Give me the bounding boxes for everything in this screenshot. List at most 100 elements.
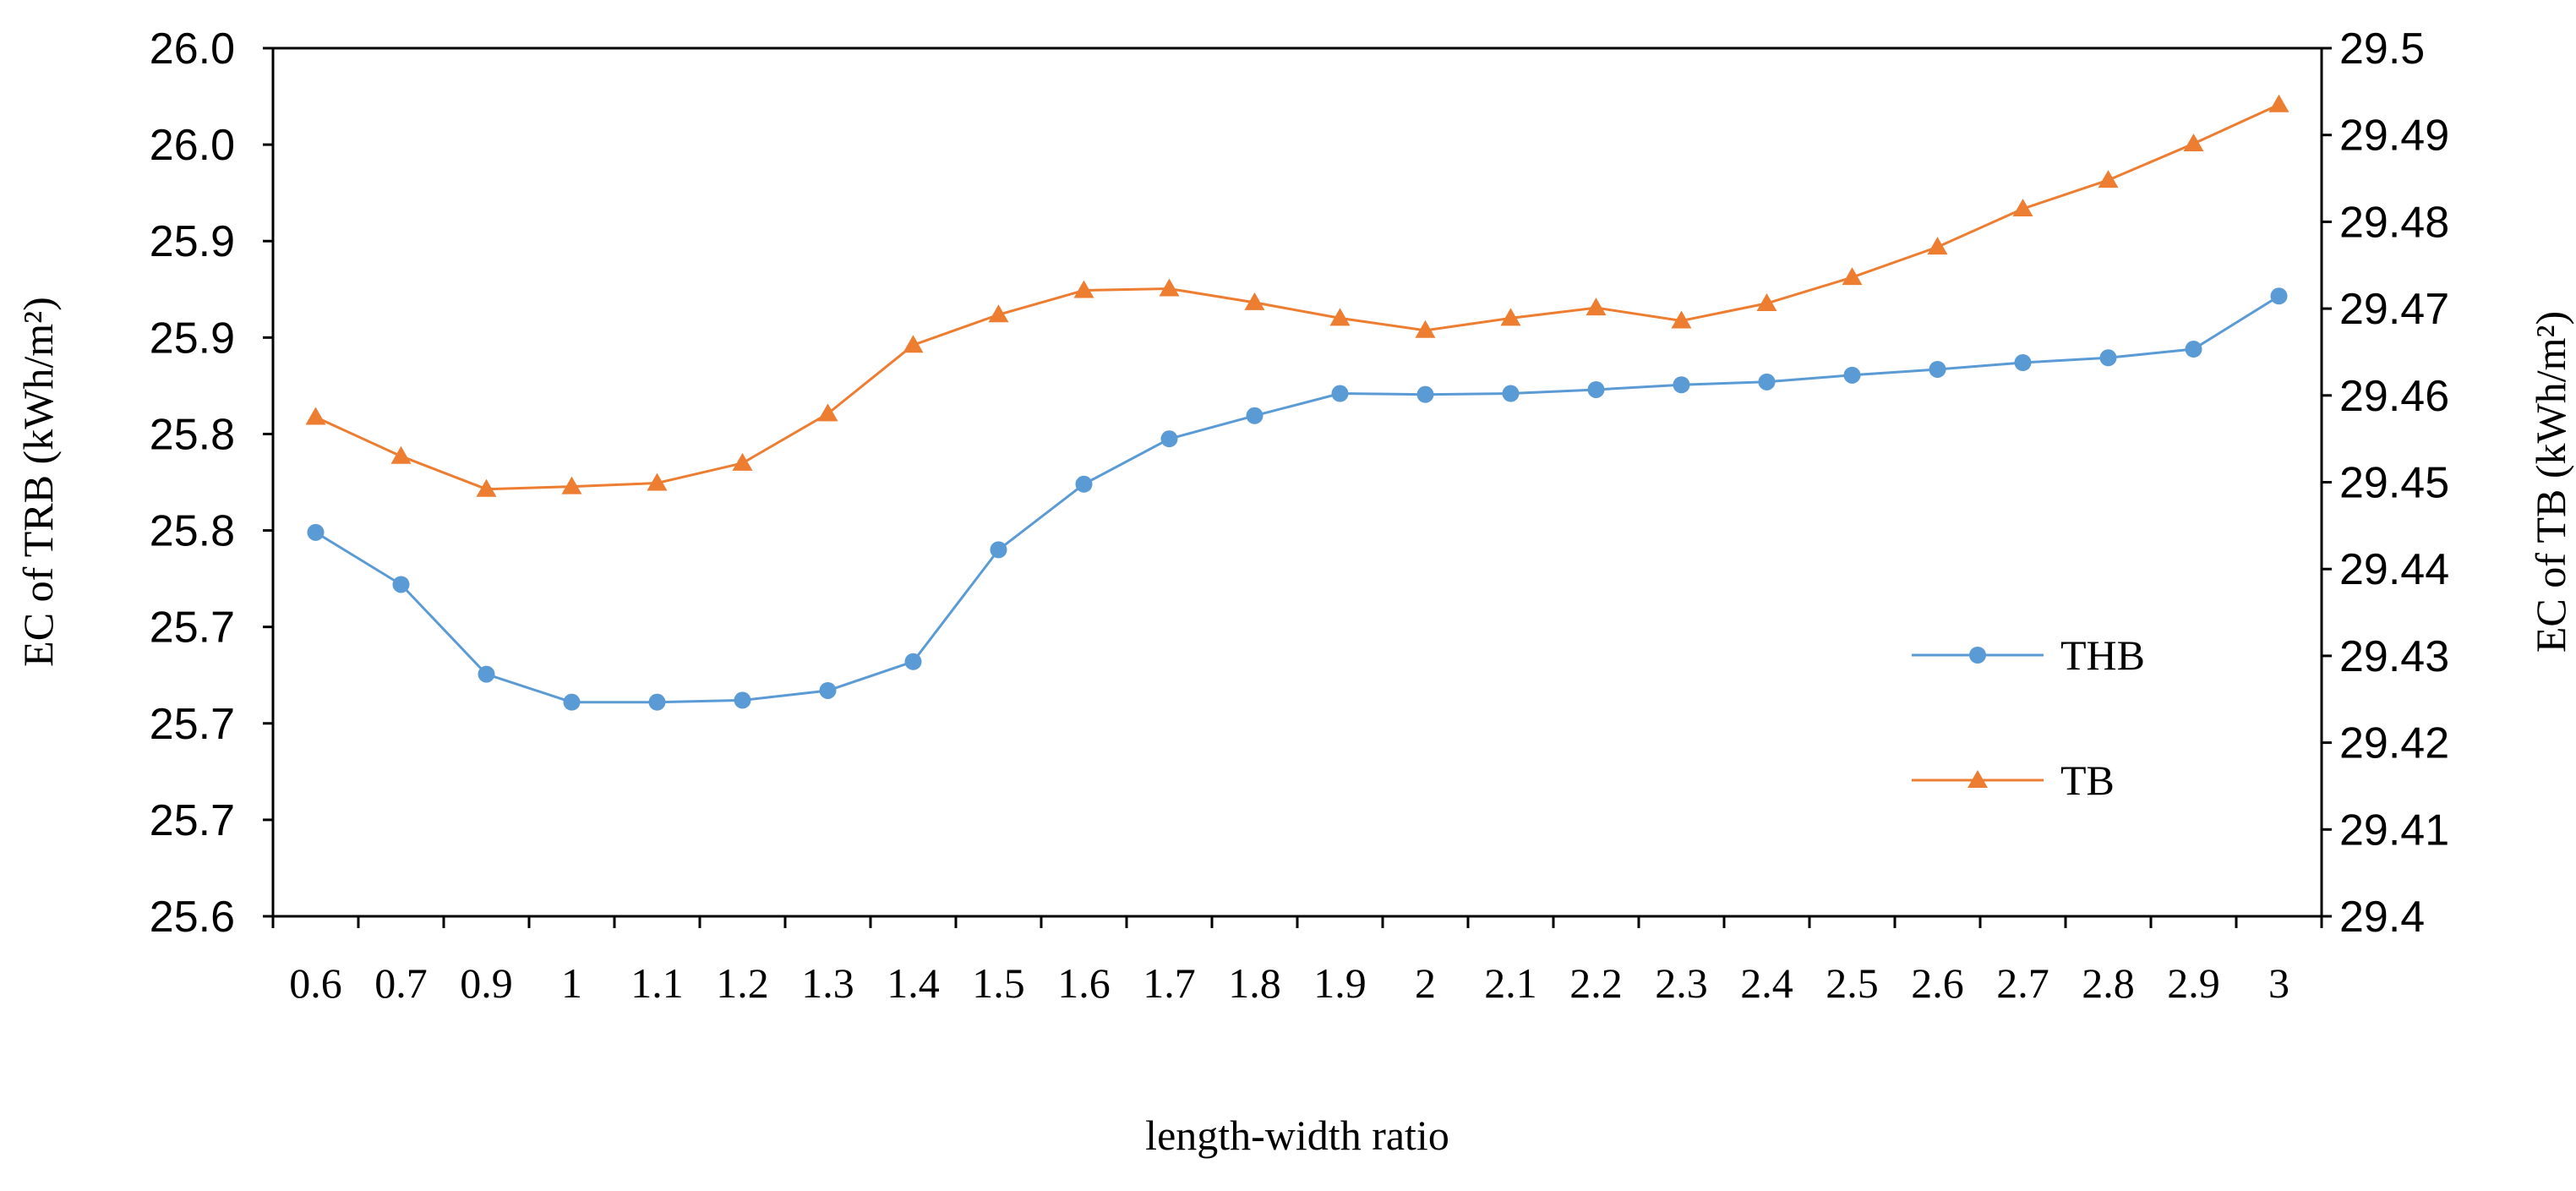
data-point-tb [2098, 170, 2119, 188]
data-point-tb [1415, 320, 1436, 338]
data-point-thb [563, 693, 581, 711]
data-point-thb [1075, 475, 1093, 493]
legend-marker-thb [1969, 647, 1986, 664]
data-point-thb [904, 653, 922, 670]
left-tick-label: 25.7 [150, 796, 235, 845]
x-tick-label: 1.6 [1057, 959, 1111, 1007]
data-point-thb [2014, 354, 2032, 372]
data-point-tb [561, 476, 582, 494]
x-tick-label: 2.5 [1826, 959, 1879, 1007]
x-tick-label: 1.9 [1313, 959, 1367, 1007]
data-point-tb [390, 445, 412, 464]
x-tick-label: 2.2 [1569, 959, 1623, 1007]
x-axis-title: length-width ratio [1145, 1112, 1449, 1159]
left-tick-label: 25.6 [150, 893, 235, 942]
data-point-thb [2099, 349, 2117, 367]
data-point-tb [903, 335, 924, 353]
data-point-tb [1756, 292, 1777, 311]
x-tick-label: 2.3 [1655, 959, 1708, 1007]
left-tick-label: 25.8 [150, 410, 235, 459]
left-tick-label: 25.7 [150, 700, 235, 749]
data-point-tb [1500, 308, 1521, 326]
data-point-thb [2270, 287, 2288, 305]
data-point-thb [1160, 430, 1178, 448]
x-axis-ticks: 0.6 0.7 0.9 1 1.1 1.2 1.3 1.4 1.5 1.6 1.7 1.8 1.9 2 2.… [271, 916, 2323, 1007]
x-tick-label: 2.8 [2082, 959, 2135, 1007]
left-tick-label: 25.8 [150, 507, 235, 556]
series-layer [305, 94, 2289, 711]
plot-area-frame [271, 46, 2323, 918]
legend-marker-tb [1967, 770, 1988, 788]
data-point-thb [1843, 366, 1861, 384]
x-tick-label: 1 [561, 959, 582, 1007]
legend-label-tb: TB [2060, 757, 2115, 804]
left-tick-label: 25.9 [150, 217, 235, 266]
left-tick-label: 25.9 [150, 314, 235, 363]
data-point-tb [647, 473, 668, 491]
x-tick-label: 1.3 [801, 959, 854, 1007]
right-tick-label: 29.41 [2339, 806, 2449, 855]
x-tick-label: 0.9 [460, 959, 513, 1007]
x-tick-label: 1.5 [972, 959, 1025, 1007]
x-tick-label: 1.1 [630, 959, 684, 1007]
legend-label-thb: THB [2060, 631, 2145, 679]
right-tick-label: 29.5 [2339, 25, 2425, 74]
data-point-tb [1671, 310, 1692, 329]
left-tick-label: 26.0 [150, 121, 235, 170]
data-point-thb [1587, 380, 1605, 398]
data-point-tb [476, 478, 497, 497]
left-axis-ticks: 25.6 25.7 25.7 25.7 25.8 25.8 25.9 25.9 26.0 26.0 [150, 25, 273, 942]
right-axis-ticks: 29.4 29.41 29.42 29.43 29.44 29.45 29.46 29.47 2… [2322, 25, 2449, 942]
y-axis-right-title: EC of TB (kWh/m²) [2527, 311, 2574, 653]
data-point-thb [307, 523, 325, 541]
data-point-thb [990, 541, 1007, 559]
data-point-thb [1502, 385, 1520, 402]
x-tick-label: 2.9 [2167, 959, 2220, 1007]
data-point-thb [1929, 360, 1946, 378]
data-point-tb [817, 403, 838, 422]
x-tick-label: 0.6 [289, 959, 342, 1007]
data-point-tb [988, 304, 1009, 323]
right-tick-label: 29.42 [2339, 719, 2449, 768]
data-point-tb [305, 407, 326, 425]
left-tick-label: 25.7 [150, 604, 235, 653]
data-point-tb [1927, 237, 1948, 255]
right-tick-label: 29.45 [2339, 459, 2449, 508]
series-line-tb [314, 103, 2280, 491]
data-point-thb [2185, 341, 2202, 358]
right-tick-label: 29.4 [2339, 893, 2425, 942]
x-tick-label: 1.4 [887, 959, 940, 1007]
right-tick-label: 29.44 [2339, 545, 2449, 594]
right-tick-label: 29.47 [2339, 285, 2449, 334]
legend: THB TB [1912, 631, 2145, 804]
data-point-tb [1244, 292, 1265, 310]
data-point-tb [1159, 278, 1180, 297]
series-line-thb [314, 295, 2280, 704]
data-point-tb [1073, 280, 1094, 298]
x-tick-label: 1.2 [716, 959, 769, 1007]
right-tick-label: 29.49 [2339, 112, 2449, 161]
data-point-thb [392, 576, 410, 593]
x-tick-label: 0.7 [374, 959, 428, 1007]
data-point-tb [732, 452, 753, 471]
data-point-thb [1758, 373, 1776, 391]
data-point-thb [1673, 376, 1690, 394]
x-tick-label: 2.7 [1996, 959, 2049, 1007]
right-tick-label: 29.46 [2339, 372, 2449, 421]
data-point-thb [734, 691, 751, 709]
x-tick-label: 3 [2268, 959, 2289, 1007]
x-tick-label: 2 [1415, 959, 1436, 1007]
data-point-tb [1329, 308, 1351, 326]
y-axis-left-title: EC of TRB (kWh/m²) [14, 297, 62, 667]
data-point-tb [1585, 298, 1607, 316]
x-tick-label: 2.1 [1484, 959, 1537, 1007]
data-point-thb [478, 665, 495, 683]
data-point-tb [2268, 94, 2289, 112]
right-tick-label: 29.43 [2339, 632, 2449, 681]
data-point-tb [2183, 133, 2204, 151]
data-point-thb [648, 693, 666, 711]
data-point-thb [1331, 385, 1349, 402]
x-tick-label: 1.7 [1143, 959, 1196, 1007]
